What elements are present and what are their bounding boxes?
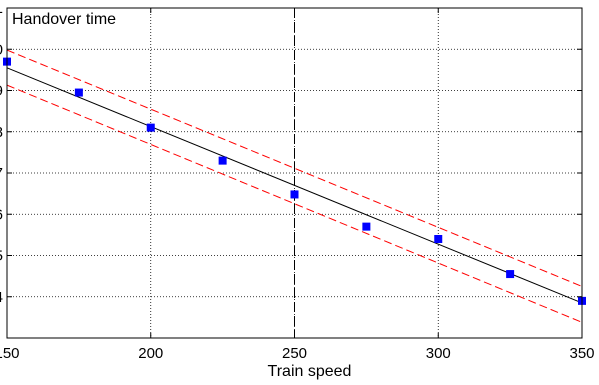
x-tick-label: 150 [0,345,20,362]
y-tick-label: 1.1 [0,0,3,17]
y-tick-label: 0.9 [0,83,3,100]
data-point [74,88,83,97]
data-point [362,222,371,231]
label-layer: 150 200 250 300 350 0.4 0.5 0.6 0.7 0.8 0.9 1.0 1.1 [0,0,595,362]
line-layer [6,49,583,323]
x-tick-label: 300 [426,345,451,362]
confidence-bound-line [6,84,583,323]
y-tick-label: 0.7 [0,165,3,182]
data-point [146,123,155,132]
confidence-bound-line [6,49,583,287]
data-point [290,190,299,199]
tick-layer [6,7,583,338]
chart-title: Handover time [12,11,116,28]
x-axis-label: Train speed [268,363,352,380]
x-tick-label: 200 [138,345,163,362]
x-tick-label: 250 [282,345,307,362]
data-point [506,270,515,279]
y-tick-label: 0.8 [0,124,3,141]
y-tick-label: 0.4 [0,289,3,306]
data-point [218,156,227,165]
y-tick-label: 0.5 [0,248,3,265]
data-point [434,235,443,243]
fit-line [6,67,583,304]
x-tick-label: 350 [569,345,594,362]
y-tick-label: 1.0 [0,41,3,58]
y-tick-label: 0.6 [0,206,3,223]
